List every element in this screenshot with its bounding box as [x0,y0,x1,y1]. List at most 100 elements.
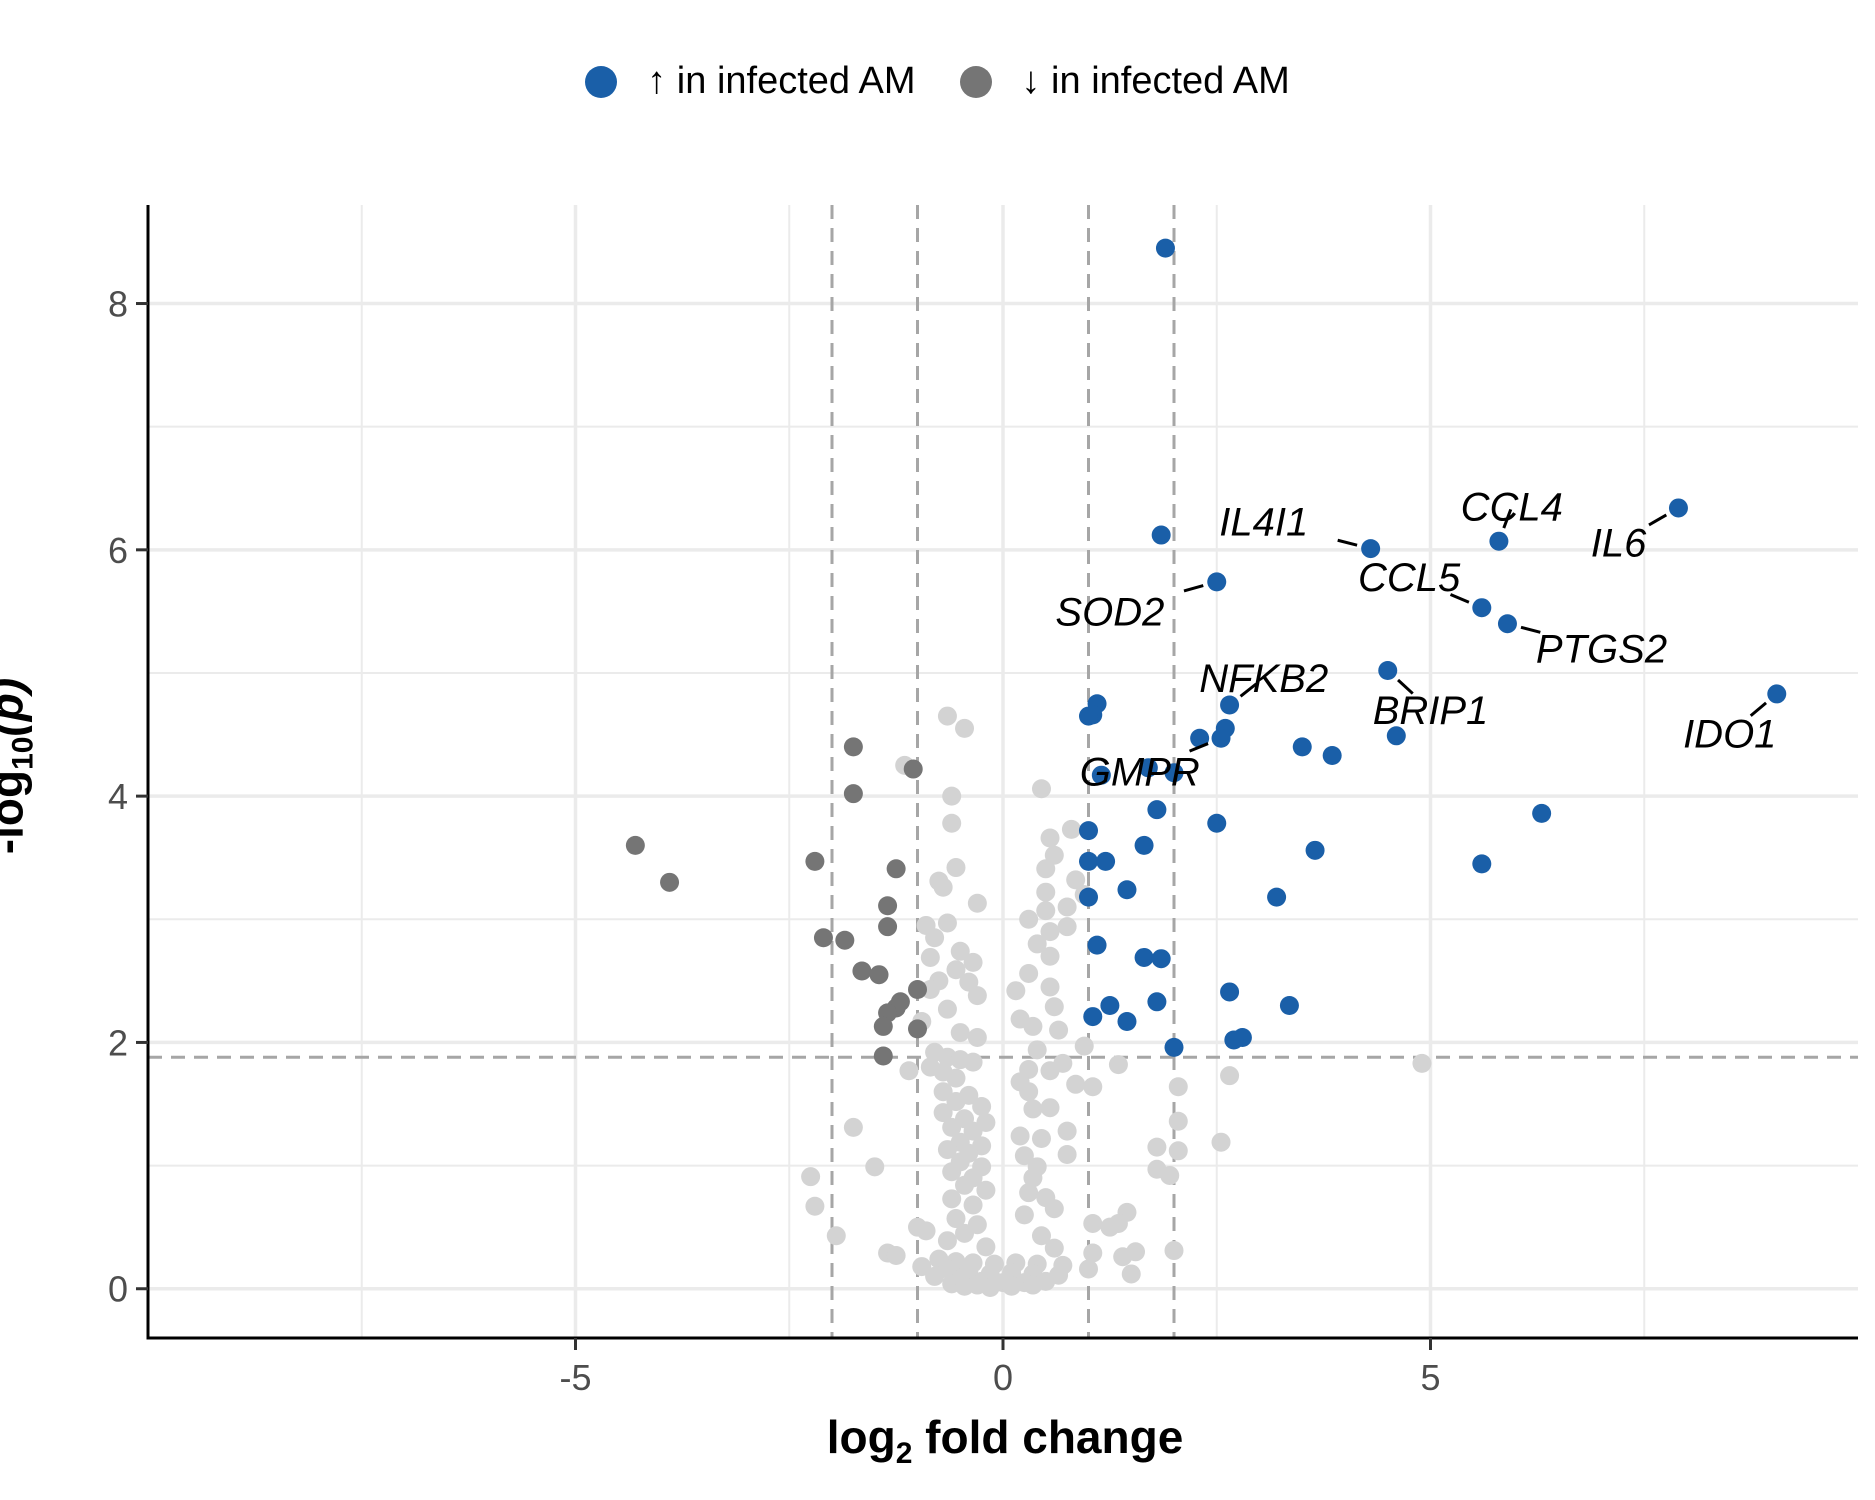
point-ns [805,1196,825,1216]
point-ns [925,928,945,948]
point-up [1087,935,1107,955]
point-ns [942,1117,962,1137]
point-ns [1014,1146,1034,1166]
point-up [1147,992,1167,1012]
y-axis-title-sub: 10 [6,736,40,770]
point-up [1224,1030,1244,1050]
point-down [903,759,923,779]
point-down [625,835,645,855]
point-up [1322,745,1342,765]
point-ns [972,1096,992,1116]
label-leader-line [1520,625,1541,634]
point-down [873,1046,893,1066]
point-ns [1023,1016,1043,1036]
point-ns [963,1121,983,1141]
point-up [1117,880,1137,900]
point-ns [1036,859,1056,879]
point-ns [1036,882,1056,902]
point-ns [946,1092,966,1112]
point-ns [967,1028,987,1048]
point-up [1083,1007,1103,1027]
point-ns [1057,1145,1077,1165]
y-tick-label: 0 [108,1269,128,1310]
point-ns [1019,1183,1039,1203]
point-up [1668,498,1688,518]
point-up [1096,851,1116,871]
point-ns [1031,779,1051,799]
point-ns [946,1068,966,1088]
point-ns [1168,1077,1188,1097]
point-ns [976,1237,996,1257]
point-ns [1014,1205,1034,1225]
point-up [1164,1037,1184,1057]
point-ns [1023,1099,1043,1119]
point-ns [942,813,962,833]
grid [148,205,1858,1338]
point-up [1532,803,1552,823]
point-ns [942,1189,962,1209]
point-ns [1147,1137,1167,1157]
gene-label: SOD2 [1055,590,1164,634]
point-ns [955,1175,975,1195]
x-tick-label: 5 [1420,1357,1440,1398]
point-up [1134,947,1154,967]
label-leader-line [1648,513,1668,527]
point-ns [1002,1276,1022,1296]
point-ns [1108,1055,1128,1075]
point-up [1472,854,1492,874]
point-ns [937,1140,957,1160]
gene-label: IL4I1 [1219,501,1308,545]
point-ns [1044,1199,1064,1219]
point-ns [1044,845,1064,865]
point-ns [1164,1241,1184,1261]
point-ns [942,1162,962,1182]
point-down [835,930,855,950]
point-up [1134,835,1154,855]
point-up [1220,695,1240,715]
point-ns [1113,1247,1133,1267]
point-up [1079,851,1098,871]
point-up [1164,763,1184,783]
y-tick-label: 4 [108,776,128,817]
gene-label: NFKB2 [1199,657,1328,701]
legend-item-down: ↓ in infected AM [959,60,1290,103]
point-ns [865,1157,885,1177]
point-ns [933,1082,953,1102]
point-ns [976,1180,996,1200]
point-down [843,784,863,804]
point-ns [1040,1061,1060,1081]
point-ns [1040,946,1060,966]
point-up [1767,684,1787,704]
point-ns [946,960,966,980]
point-ns [937,1231,957,1251]
point-ns [886,1245,906,1265]
point-ns [916,1221,936,1241]
point-ns [967,986,987,1006]
point-up [1091,765,1111,785]
point-up [1220,982,1240,1002]
point-up [1100,995,1120,1015]
point-up [1079,821,1098,841]
point-up [1138,758,1158,778]
point-up [1147,800,1167,820]
point-down [886,859,906,879]
legend-item-up: ↑ in infected AM [585,60,916,103]
gene-label: GMPR [1080,751,1200,795]
point-up [1211,728,1231,748]
point-ns [959,972,979,992]
point-ns [1049,1020,1069,1040]
axes: -5 0 5 0 2 4 6 8 [108,205,1858,1398]
y-axis-title-main: -log [0,769,33,855]
point-ns [963,1052,983,1072]
point-ns [1023,1275,1043,1295]
point-up [1079,706,1098,726]
point-ns [937,706,957,726]
point-ns [1019,1082,1039,1102]
point-ns [963,1195,983,1215]
label-leader-line [1337,538,1358,547]
point-up [1292,737,1312,757]
point-ns [946,858,966,878]
x-axis-title: log2 fold change [0,1410,1875,1471]
point-ns [942,786,962,806]
point-ns [801,1167,821,1187]
